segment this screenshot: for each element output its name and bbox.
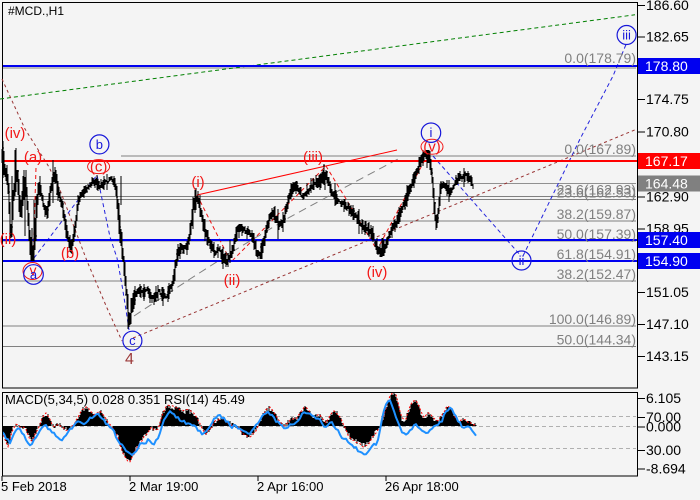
svg-text:2 Mar 19:00: 2 Mar 19:00 bbox=[129, 479, 198, 494]
svg-text:(ii): (ii) bbox=[0, 231, 16, 248]
svg-text:6.105: 6.105 bbox=[646, 390, 681, 406]
svg-text:iii: iii bbox=[622, 28, 631, 43]
svg-text:(iii): (iii) bbox=[303, 149, 323, 166]
svg-text:5 Feb 2018: 5 Feb 2018 bbox=[1, 479, 67, 494]
svg-text:2 Apr 16:00: 2 Apr 16:00 bbox=[257, 479, 324, 494]
svg-text:50.0(157.39): 50.0(157.39) bbox=[557, 226, 636, 242]
svg-text:186.60: 186.60 bbox=[646, 0, 689, 13]
svg-text:0.000: 0.000 bbox=[646, 419, 681, 435]
svg-text:i: i bbox=[430, 125, 433, 140]
svg-text:143.15: 143.15 bbox=[646, 348, 689, 364]
svg-text:v: v bbox=[30, 262, 37, 278]
svg-text:147.10: 147.10 bbox=[646, 316, 689, 332]
svg-text:0.0(167.89): 0.0(167.89) bbox=[564, 141, 636, 157]
svg-text:-8.694: -8.694 bbox=[646, 461, 686, 477]
svg-text:30.00: 30.00 bbox=[646, 442, 681, 458]
svg-text:162.90: 162.90 bbox=[646, 189, 689, 205]
svg-text:(b): (b) bbox=[61, 245, 79, 262]
svg-text:23.6(162.93): 23.6(162.93) bbox=[557, 181, 636, 197]
svg-text:100.0(146.89): 100.0(146.89) bbox=[549, 311, 636, 327]
svg-text:182.65: 182.65 bbox=[646, 29, 689, 45]
svg-text:ii: ii bbox=[519, 253, 525, 268]
svg-text:61.8(154.91): 61.8(154.91) bbox=[557, 246, 636, 262]
svg-text:157.40: 157.40 bbox=[645, 232, 688, 248]
svg-text:50.0(144.34): 50.0(144.34) bbox=[557, 331, 636, 347]
svg-text:178.80: 178.80 bbox=[645, 58, 688, 74]
svg-text:170.80: 170.80 bbox=[646, 124, 689, 140]
svg-text:(i): (i) bbox=[191, 174, 204, 191]
svg-text:#MCD.,H1: #MCD.,H1 bbox=[8, 4, 64, 18]
svg-text:(ii): (ii) bbox=[224, 272, 241, 289]
svg-text:(iv): (iv) bbox=[5, 125, 26, 142]
svg-text:23.6(162.53): 23.6(162.53) bbox=[557, 185, 636, 201]
svg-text:(v): (v) bbox=[423, 139, 441, 156]
svg-text:154.90: 154.90 bbox=[645, 253, 688, 269]
svg-text:(iv): (iv) bbox=[367, 264, 388, 281]
svg-text:4: 4 bbox=[125, 351, 134, 368]
svg-text:26 Apr 18:00: 26 Apr 18:00 bbox=[385, 479, 459, 494]
svg-text:38.2(159.87): 38.2(159.87) bbox=[557, 206, 636, 222]
svg-text:a: a bbox=[30, 267, 38, 282]
svg-text:164.48: 164.48 bbox=[645, 176, 688, 192]
svg-text:174.75: 174.75 bbox=[646, 91, 689, 107]
svg-text:0.0(178.79): 0.0(178.79) bbox=[564, 50, 636, 66]
svg-text:70.00: 70.00 bbox=[646, 409, 681, 425]
svg-text:MACD(5,34,5) 0.028 0.351 RSI(1: MACD(5,34,5) 0.028 0.351 RSI(14) 45.49 bbox=[5, 392, 245, 407]
svg-text:38.2(152.47): 38.2(152.47) bbox=[557, 266, 636, 282]
svg-text:b: b bbox=[96, 137, 103, 152]
svg-text:c: c bbox=[129, 333, 136, 348]
svg-text:167.17: 167.17 bbox=[645, 153, 688, 169]
svg-text:151.05: 151.05 bbox=[646, 284, 689, 300]
svg-text:(c): (c) bbox=[90, 159, 108, 176]
svg-text:(a): (a) bbox=[24, 149, 42, 166]
